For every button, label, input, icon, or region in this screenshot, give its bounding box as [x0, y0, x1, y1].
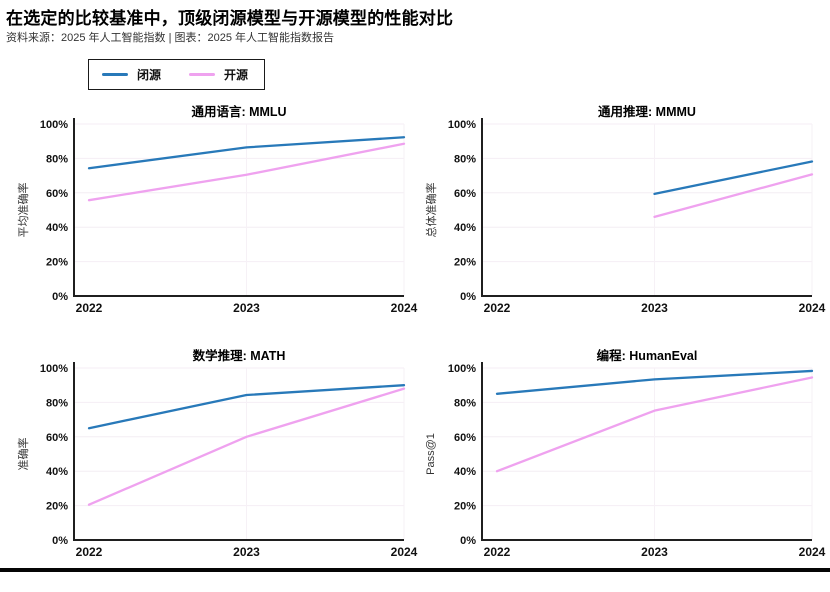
subplot-title: 通用推理: MMMU [598, 104, 696, 119]
y-tick-label: 80% [46, 153, 68, 165]
subplot-canvas: 0% 20% 40% 60% 80% 100% 2022 2023 2024 通用推理: MMMU [448, 104, 826, 315]
closed-source-line [87, 136, 406, 170]
source-note: 资料来源：2025 年人工智能指数 | 图表：2025 年人工智能指数报告 [6, 32, 335, 44]
y-axis-title: 准确率 [14, 348, 32, 570]
closed-source-line [495, 369, 814, 395]
open-series-swatch [189, 73, 216, 76]
x-tick-label: 2024 [391, 545, 418, 559]
y-tick-label: 60% [46, 188, 68, 200]
subplot-canvas: 0% 20% 40% 60% 80% 100% 2022 2023 2024 通用语言: MMLU [40, 104, 418, 315]
y-tick-label: 40% [454, 466, 476, 478]
x-tick-label: 2023 [641, 301, 668, 315]
y-axis-title: 平均准确率 [14, 104, 32, 326]
x-tick-label: 2023 [233, 301, 260, 315]
y-axis-title-text: Pass@1 [425, 433, 437, 475]
subplot-1: 总体准确率 0% 20% 40% 60% 80% 100% 2022 2023 2024 通用推理:… [422, 104, 830, 348]
y-tick-label: 40% [454, 222, 476, 234]
page-title: 在选定的比较基准中，顶级闭源模型与开源模型的性能对比 [6, 9, 454, 28]
y-tick-label: 60% [454, 188, 476, 200]
legend: 闭源 开源 [88, 59, 266, 90]
legend-item-closed: 闭源 [102, 66, 161, 83]
open-source-line [87, 142, 406, 202]
bottom-border-bar [0, 568, 830, 572]
y-tick-label: 40% [46, 466, 68, 478]
x-tick-label: 2022 [484, 301, 511, 315]
open-source-line [495, 376, 814, 473]
y-tick-label: 80% [46, 397, 68, 409]
subplot-2: 准确率 0% 20% 40% 60% 80% 100% 2022 2023 2024 数学推理: M… [14, 348, 422, 592]
subplot-3: Pass@1 0% 20% 40% 60% 80% 100% 2022 2023 2024 编程: … [422, 348, 830, 592]
y-tick-label: 0% [460, 291, 476, 303]
y-tick-label: 0% [52, 535, 68, 547]
x-tick-label: 2024 [799, 545, 826, 559]
x-tick-label: 2023 [233, 545, 260, 559]
y-tick-label: 100% [448, 119, 476, 131]
y-tick-label: 100% [40, 363, 68, 375]
chart-page: 在选定的比较基准中，顶级闭源模型与开源模型的性能对比 资料来源：2025 年人工… [0, 9, 830, 572]
y-tick-label: 20% [454, 501, 476, 513]
y-tick-label: 100% [40, 119, 68, 131]
x-tick-label: 2022 [76, 545, 103, 559]
subplot-title: 通用语言: MMLU [191, 104, 286, 119]
legend-label-closed: 闭源 [137, 68, 162, 82]
y-axis-title: 总体准确率 [422, 104, 440, 326]
subplot-0: 平均准确率 0% 20% 40% 60% 80% 100% 2022 2023 2024 通用语言:… [14, 104, 422, 348]
y-tick-label: 0% [52, 291, 68, 303]
x-tick-label: 2022 [484, 545, 511, 559]
closed-series-swatch [102, 73, 128, 76]
y-tick-label: 100% [448, 363, 476, 375]
subplot-title: 编程: HumanEval [597, 348, 698, 363]
y-tick-label: 0% [460, 535, 476, 547]
subplot-title: 数学推理: MATH [192, 348, 286, 363]
y-axis-title-text: 平均准确率 [18, 182, 30, 238]
y-tick-label: 80% [454, 153, 476, 165]
x-tick-label: 2024 [799, 301, 826, 315]
y-tick-label: 20% [454, 257, 476, 269]
closed-source-line [87, 384, 406, 430]
y-tick-label: 40% [46, 222, 68, 234]
x-tick-label: 2023 [641, 545, 668, 559]
subplot-canvas: 0% 20% 40% 60% 80% 100% 2022 2023 2024 编程: HumanE… [448, 348, 826, 559]
closed-source-line [653, 160, 814, 195]
y-axis-title-text: 准确率 [18, 437, 30, 471]
y-axis-title: Pass@1 [422, 348, 440, 570]
x-tick-label: 2024 [391, 301, 418, 315]
open-source-line [87, 387, 406, 506]
legend-item-open: 开源 [189, 66, 248, 83]
y-tick-label: 80% [454, 397, 476, 409]
legend-label-open: 开源 [224, 68, 249, 82]
y-axis-title-text: 总体准确率 [426, 182, 438, 238]
open-source-line [653, 173, 814, 219]
y-tick-label: 20% [46, 501, 68, 513]
subplot-canvas: 0% 20% 40% 60% 80% 100% 2022 2023 2024 数学推理: MATH [40, 348, 418, 559]
charts-grid: 平均准确率 0% 20% 40% 60% 80% 100% 2022 2023 2024 通用语言:… [14, 104, 830, 592]
y-tick-label: 60% [46, 432, 68, 444]
y-tick-label: 60% [454, 432, 476, 444]
x-tick-label: 2022 [76, 301, 103, 315]
y-tick-label: 20% [46, 257, 68, 269]
